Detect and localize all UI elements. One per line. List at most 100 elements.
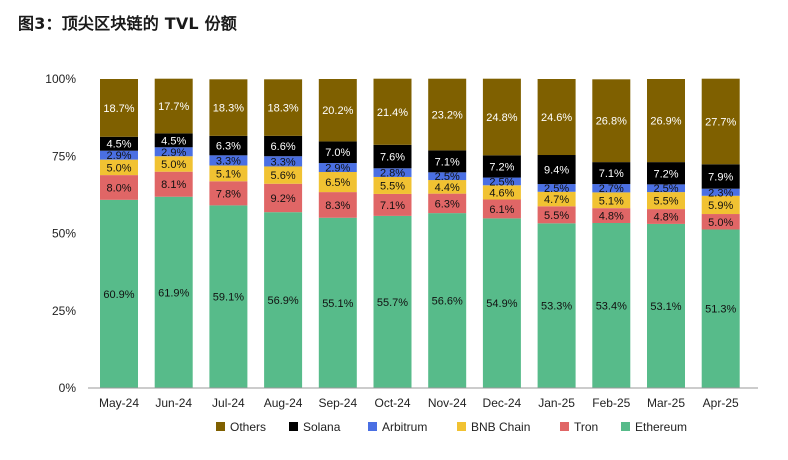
data-label-solana: 7.0% — [325, 147, 350, 159]
bar-segment-tron — [318, 192, 357, 218]
x-tick-label: Nov-24 — [428, 396, 467, 410]
bar-segment-others — [428, 78, 467, 151]
data-label-solana: 4.5% — [161, 135, 186, 147]
bar-segment-arbitrum — [592, 184, 631, 193]
bar-segment-arbitrum — [373, 168, 412, 177]
legend-swatch-bnb-chain — [457, 422, 466, 431]
bar-segment-solana — [482, 155, 521, 178]
bar-segment-others — [264, 79, 303, 136]
data-label-ethereum: 53.1% — [650, 301, 681, 313]
data-label-bnb-chain: 6.5% — [325, 177, 350, 189]
data-label-others: 26.9% — [650, 116, 681, 128]
data-label-bnb-chain: 5.0% — [161, 159, 186, 171]
bar-segment-bnb-chain — [373, 176, 412, 194]
y-tick-label: 25% — [52, 304, 76, 318]
legend-label-others: Others — [230, 420, 266, 434]
data-label-bnb-chain: 5.1% — [216, 168, 241, 180]
bar-segment-tron — [209, 181, 248, 206]
bar-segment-arbitrum — [537, 184, 576, 192]
data-label-ethereum: 53.3% — [541, 301, 572, 313]
legend-label-ethereum: Ethereum — [635, 420, 687, 434]
bar-segment-ethereum — [428, 213, 467, 388]
bar-segment-ethereum — [482, 218, 521, 388]
bar-segment-bnb-chain — [537, 191, 576, 207]
data-label-arbitrum: 2.3% — [708, 187, 733, 199]
x-tick-label: May-24 — [99, 396, 139, 410]
data-label-solana: 7.1% — [599, 168, 624, 180]
data-label-solana: 7.9% — [708, 171, 733, 183]
data-label-tron: 9.2% — [271, 193, 296, 205]
legend-label-bnb-chain: BNB Chain — [471, 420, 530, 434]
bar-segment-tron — [592, 208, 631, 223]
x-tick-label: Jul-24 — [212, 396, 245, 410]
x-tick-label: Sep-24 — [318, 396, 357, 410]
data-label-bnb-chain: 5.5% — [653, 196, 678, 208]
data-label-solana: 9.4% — [544, 165, 569, 177]
x-tick-label: Dec-24 — [483, 396, 522, 410]
bar-segment-arbitrum — [647, 184, 685, 193]
bar-segment-solana — [373, 144, 412, 169]
data-label-ethereum: 61.9% — [158, 287, 189, 299]
data-label-solana: 7.6% — [380, 152, 405, 164]
bar-segment-bnb-chain — [592, 192, 631, 209]
bar-segment-tron — [100, 175, 138, 200]
bar-segment-others — [701, 78, 740, 165]
bar-segment-arbitrum — [701, 188, 740, 196]
data-label-others: 20.2% — [322, 105, 353, 117]
x-tick-label: Apr-25 — [703, 396, 739, 410]
bar-segment-bnb-chain — [209, 165, 248, 182]
bar-segment-arbitrum — [428, 172, 467, 181]
bar-segment-tron — [482, 199, 521, 219]
bar-segment-bnb-chain — [428, 180, 467, 194]
bar-segment-tron — [154, 171, 193, 197]
bar-segment-bnb-chain — [264, 166, 303, 184]
bar-segment-arbitrum — [154, 147, 193, 157]
data-label-tron: 5.5% — [544, 210, 569, 222]
data-label-ethereum: 53.4% — [596, 301, 627, 313]
bar-segment-others — [100, 79, 138, 137]
bar-segment-tron — [701, 214, 740, 230]
x-tick-label: Feb-25 — [592, 396, 630, 410]
chart-title: 图3：顶尖区块链的 TVL 份额 — [18, 14, 237, 33]
data-label-others: 27.7% — [705, 116, 736, 128]
bar-segment-others — [209, 79, 248, 136]
data-label-ethereum: 55.1% — [322, 298, 353, 310]
bar-segment-others — [318, 79, 357, 142]
data-label-arbitrum: 2.8% — [380, 168, 405, 180]
data-label-tron: 4.8% — [653, 212, 678, 224]
data-label-arbitrum: 2.9% — [106, 150, 131, 162]
bar-segment-tron — [373, 193, 412, 216]
bar-segment-bnb-chain — [701, 195, 740, 215]
bar-segment-ethereum — [209, 205, 248, 388]
bar-segment-bnb-chain — [647, 192, 685, 210]
data-label-arbitrum: 2.9% — [161, 147, 186, 159]
bar-segment-solana — [428, 150, 467, 173]
bar-segment-others — [537, 79, 576, 156]
data-label-tron: 6.3% — [435, 198, 460, 210]
data-label-arbitrum: 2.5% — [435, 171, 460, 183]
data-label-ethereum: 56.6% — [432, 296, 463, 308]
data-label-ethereum: 55.7% — [377, 297, 408, 309]
data-label-bnb-chain: 4.6% — [489, 187, 514, 199]
bar-segment-tron — [537, 206, 576, 224]
legend-label-solana: Solana — [303, 420, 341, 434]
legend-swatch-arbitrum — [368, 422, 377, 431]
x-tick-label: Mar-25 — [647, 396, 685, 410]
data-label-tron: 4.8% — [599, 211, 624, 223]
data-label-tron: 8.0% — [106, 182, 131, 194]
data-label-others: 26.8% — [596, 116, 627, 128]
bar-segment-bnb-chain — [100, 159, 138, 176]
data-label-bnb-chain: 5.9% — [708, 200, 733, 212]
data-label-solana: 4.5% — [106, 139, 131, 151]
x-tick-label: Jan-25 — [538, 396, 575, 410]
y-tick-label: 50% — [52, 227, 76, 241]
bar-segment-ethereum — [154, 196, 193, 388]
bar-segment-ethereum — [264, 212, 303, 388]
bar-segment-ethereum — [100, 199, 138, 388]
data-label-others: 18.7% — [103, 103, 134, 115]
bar-segment-arbitrum — [318, 163, 357, 173]
bar-segment-others — [373, 78, 412, 145]
data-label-others: 18.3% — [213, 103, 244, 115]
bar-segment-ethereum — [647, 223, 685, 388]
bar-segment-others — [592, 79, 631, 163]
